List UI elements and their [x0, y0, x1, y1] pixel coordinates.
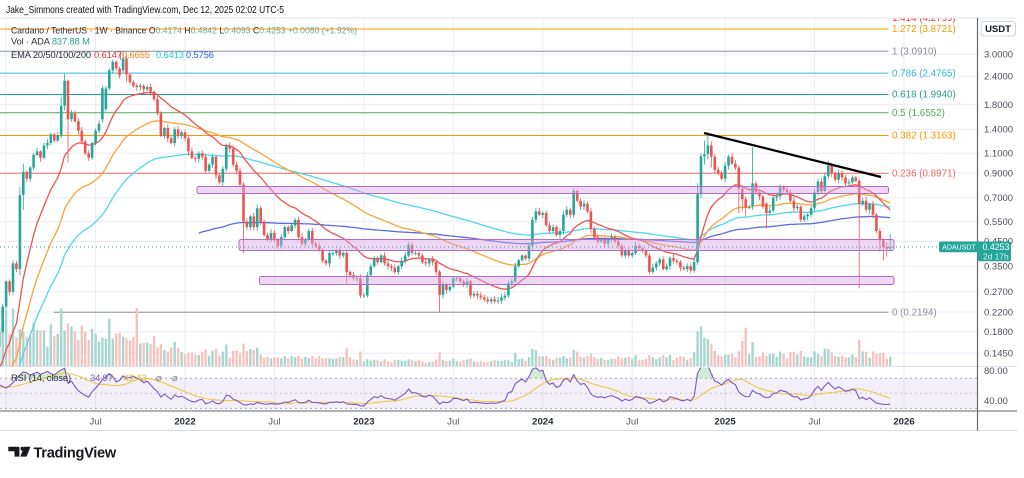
svg-text:USDT: USDT [985, 24, 1011, 35]
svg-text:0.5500: 0.5500 [984, 217, 1013, 228]
svg-text:0.4253: 0.4253 [983, 242, 1010, 252]
svg-text:1.8000: 1.8000 [984, 100, 1013, 111]
svg-text:TradingView: TradingView [34, 445, 117, 461]
svg-text:0.1800: 0.1800 [984, 327, 1013, 338]
svg-text:0.2700: 0.2700 [984, 287, 1013, 298]
svg-text:0.5 (1.6552): 0.5 (1.6552) [892, 108, 945, 119]
svg-text:0.1450: 0.1450 [984, 349, 1013, 360]
svg-text:1.414 (4.2799): 1.414 (4.2799) [892, 13, 956, 24]
svg-text:2024: 2024 [532, 417, 554, 428]
svg-text:1 (3.0910): 1 (3.0910) [892, 46, 937, 57]
svg-text:0.9000: 0.9000 [984, 168, 1013, 179]
svg-text:2d 17h: 2d 17h [983, 252, 1009, 262]
svg-text:ADAUSDT: ADAUSDT [942, 245, 976, 252]
svg-text:Jake_Simmons created with Trad: Jake_Simmons created with TradingView.co… [6, 4, 284, 16]
svg-text:0 (0.2194): 0 (0.2194) [892, 308, 937, 319]
svg-text:Vol · ADA 837.88 M: Vol · ADA 837.88 M [11, 37, 90, 47]
svg-text:0.236 (0.8971): 0.236 (0.8971) [892, 169, 956, 180]
svg-text:40.00: 40.00 [984, 396, 1008, 407]
svg-text:2022: 2022 [174, 417, 195, 428]
svg-text:80.00: 80.00 [984, 366, 1008, 377]
svg-text:0.3500: 0.3500 [984, 262, 1013, 273]
svg-text:2023: 2023 [353, 417, 374, 428]
svg-text:3.0000: 3.0000 [984, 50, 1013, 61]
svg-text:1.1000: 1.1000 [984, 149, 1013, 160]
svg-text:1.4000: 1.4000 [984, 125, 1013, 136]
svg-text:Jul: Jul [808, 417, 820, 428]
svg-text:Jul: Jul [89, 417, 101, 428]
svg-text:2026: 2026 [893, 417, 914, 428]
svg-text:0.786 (2.4765): 0.786 (2.4765) [892, 68, 956, 79]
svg-text:0.618 (1.9940): 0.618 (1.9940) [892, 90, 956, 101]
svg-text:Cardano / TetherUS · 1W · Bina: Cardano / TetherUS · 1W · Binance O0.417… [11, 26, 357, 37]
svg-text:Jul: Jul [268, 417, 280, 428]
svg-text:Jul: Jul [626, 417, 638, 428]
svg-text:0.7000: 0.7000 [984, 193, 1013, 204]
svg-text:2.4000: 2.4000 [984, 72, 1013, 83]
svg-text:0.382 (1.3163): 0.382 (1.3163) [892, 131, 956, 142]
svg-text:Jul: Jul [447, 417, 459, 428]
svg-text:1.272 (3.8721): 1.272 (3.8721) [892, 24, 956, 35]
svg-text:0.2200: 0.2200 [984, 307, 1013, 318]
svg-text:2025: 2025 [714, 417, 736, 428]
